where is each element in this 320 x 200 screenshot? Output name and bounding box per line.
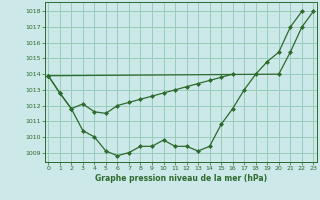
X-axis label: Graphe pression niveau de la mer (hPa): Graphe pression niveau de la mer (hPa)	[95, 174, 267, 183]
